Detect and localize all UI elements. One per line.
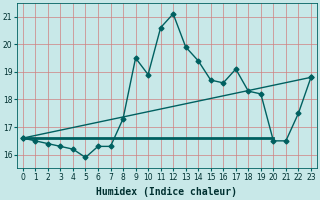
X-axis label: Humidex (Indice chaleur): Humidex (Indice chaleur) <box>96 187 237 197</box>
